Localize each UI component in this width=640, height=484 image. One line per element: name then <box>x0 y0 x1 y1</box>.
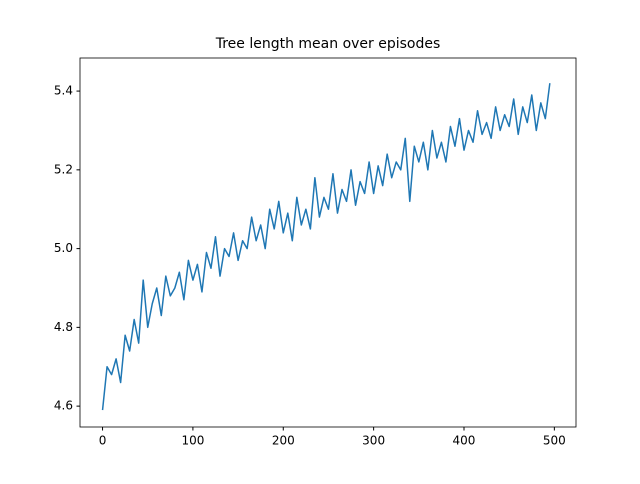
y-tick-label: 5.2 <box>54 162 73 176</box>
y-tick-label: 5.0 <box>54 241 73 255</box>
x-tick-label: 500 <box>543 434 566 448</box>
y-tick-label: 4.8 <box>54 320 73 334</box>
y-tick-label: 4.6 <box>54 399 73 413</box>
y-tick-label: 5.4 <box>54 84 73 98</box>
x-tick-label: 400 <box>453 434 476 448</box>
data-line <box>101 83 551 411</box>
x-tick-label: 300 <box>362 434 385 448</box>
plot-frame <box>79 57 577 428</box>
chart-title: Tree length mean over episodes <box>215 36 441 52</box>
x-tick-label: 100 <box>181 434 204 448</box>
x-tick-label: 0 <box>99 434 107 448</box>
x-tick-label: 200 <box>272 434 295 448</box>
